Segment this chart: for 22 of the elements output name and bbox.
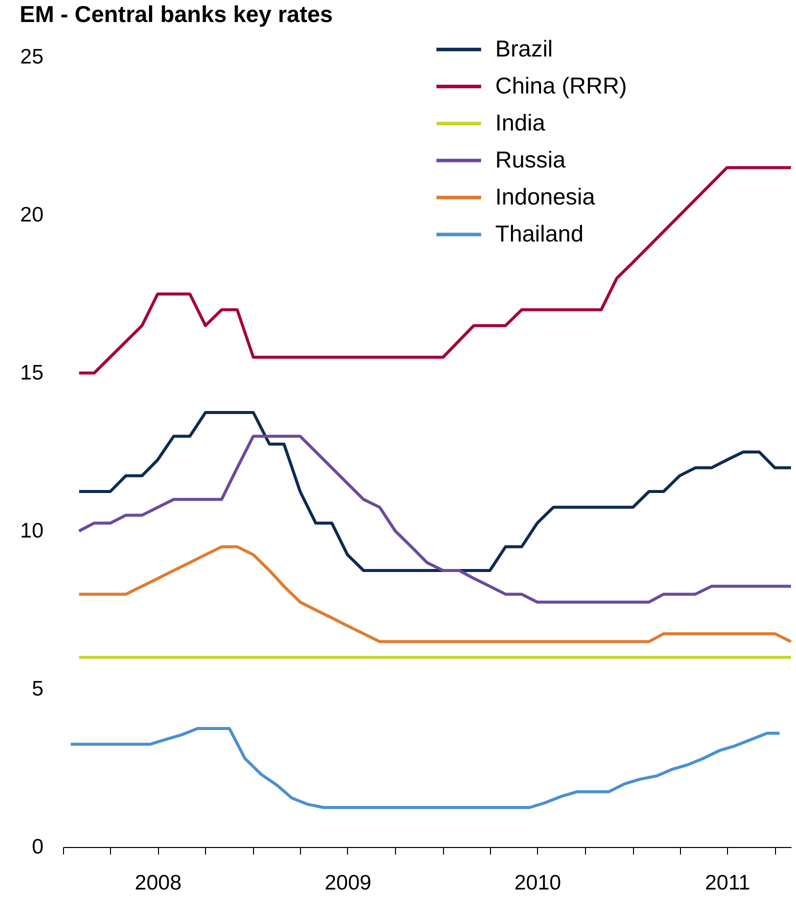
y-tick-label: 0: [32, 836, 44, 858]
line-series: [78, 411, 792, 572]
x-tick-label: 2011: [704, 872, 750, 894]
y-tick-label: 5: [32, 678, 44, 700]
x-tick-label: 2010: [514, 872, 562, 894]
legend-label: Thailand: [495, 220, 584, 246]
y-tick-label: 15: [20, 362, 44, 384]
y-tick-label: 25: [20, 46, 44, 68]
line-series: [69, 727, 782, 809]
y-tick-label: 10: [20, 520, 44, 542]
legend-label: Russia: [495, 146, 566, 172]
chart-title: EM - Central banks key rates: [20, 1, 333, 27]
line-series: [78, 166, 792, 374]
line-series: [78, 434, 792, 604]
y-tick-label: 20: [20, 204, 44, 226]
line-series: [78, 545, 792, 644]
x-tick-label: 2008: [134, 872, 182, 894]
legend-label: India: [495, 110, 546, 136]
legend-label: Brazil: [495, 36, 553, 62]
x-tick-label: 2009: [324, 872, 372, 894]
legend-label: Indonesia: [495, 184, 596, 210]
legend-label: China (RRR): [495, 72, 627, 98]
